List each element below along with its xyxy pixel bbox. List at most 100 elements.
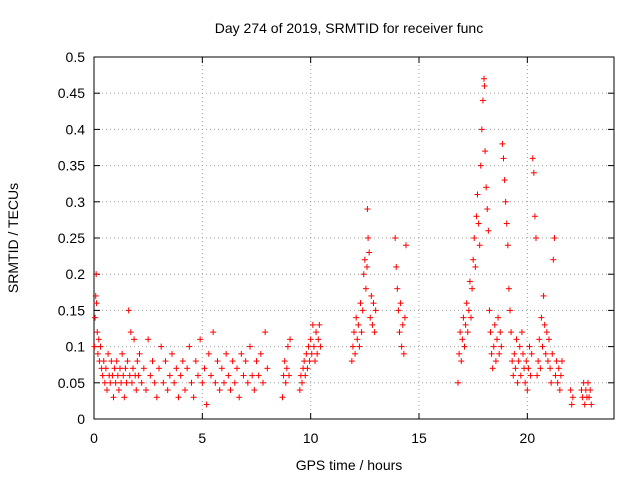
data-point: [238, 350, 245, 357]
data-point: [303, 350, 310, 357]
data-point: [544, 358, 551, 365]
data-point: [394, 285, 401, 292]
data-point: [461, 343, 468, 350]
y-tick-label: 0.1: [66, 339, 86, 355]
data-point: [352, 350, 359, 357]
data-point: [283, 365, 290, 372]
data-point: [586, 394, 593, 401]
data-point: [223, 350, 230, 357]
data-point: [528, 350, 535, 357]
data-point: [221, 379, 227, 386]
data-point: [212, 379, 219, 386]
data-point: [369, 321, 376, 328]
data-point: [162, 358, 169, 365]
data-point: [229, 358, 236, 365]
data-point: [356, 343, 363, 350]
data-point: [548, 379, 555, 386]
data-point: [131, 336, 138, 343]
data-point: [287, 336, 294, 343]
data-point: [529, 155, 536, 162]
data-point: [455, 379, 461, 386]
y-tick-label: 0.3: [66, 194, 86, 210]
data-point: [99, 372, 106, 379]
y-tick-label: 0.2: [66, 266, 86, 282]
data-point: [507, 307, 513, 314]
data-point: [559, 358, 565, 365]
data-point: [314, 350, 321, 357]
data-point: [93, 271, 100, 278]
data-point: [524, 387, 531, 394]
data-point: [156, 365, 162, 372]
data-point: [101, 379, 108, 386]
data-point: [316, 321, 323, 328]
data-point: [249, 372, 256, 379]
data-point: [260, 379, 266, 386]
data-point: [251, 387, 258, 394]
data-point: [367, 314, 374, 321]
data-point: [568, 401, 575, 408]
data-point: [458, 358, 465, 365]
data-point: [490, 343, 497, 350]
x-tick-label: 15: [411, 430, 427, 446]
data-point: [112, 379, 119, 386]
data-point: [501, 177, 508, 184]
data-point: [491, 321, 498, 328]
data-point: [495, 314, 502, 321]
data-point: [306, 358, 313, 365]
data-point: [531, 213, 538, 220]
data-point: [542, 350, 549, 357]
data-point: [100, 358, 107, 365]
data-point: [526, 343, 533, 350]
data-point: [299, 379, 305, 386]
data-point: [550, 256, 557, 263]
data-point: [113, 358, 120, 365]
data-point: [392, 235, 399, 241]
data-point: [527, 372, 534, 379]
data-point: [509, 358, 516, 365]
data-point: [201, 365, 208, 372]
data-point: [94, 329, 101, 336]
data-point: [149, 358, 156, 365]
data-point: [522, 379, 529, 386]
data-point: [130, 365, 136, 372]
data-point: [505, 285, 512, 292]
data-point: [515, 358, 522, 365]
data-point: [282, 379, 289, 386]
data-point: [234, 365, 240, 372]
data-point: [127, 329, 134, 336]
data-point: [397, 300, 404, 307]
data-point: [104, 387, 110, 394]
y-tick-label: 0.35: [58, 158, 85, 174]
data-point: [585, 379, 591, 386]
data-point: [95, 336, 102, 343]
data-point: [553, 358, 560, 365]
data-point: [368, 292, 375, 299]
data-point: [552, 372, 559, 379]
y-tick-label: 0.25: [58, 230, 85, 246]
data-point: [398, 343, 405, 350]
data-point: [281, 358, 288, 365]
data-point: [371, 329, 378, 336]
data-point: [518, 329, 525, 336]
data-point: [523, 358, 530, 365]
data-point: [186, 343, 193, 350]
data-point: [543, 329, 550, 336]
data-point: [508, 329, 515, 336]
axis-ticks: 0 0.05 0.1 0.15 0.2 0.25 0.3 0.35 0.4 0.45 0.5 0 5 10…: [58, 49, 614, 446]
data-point: [110, 394, 117, 401]
data-point: [466, 278, 473, 285]
data-point: [310, 343, 317, 350]
data-point: [476, 242, 483, 249]
data-point: [482, 148, 489, 155]
data-point: [400, 350, 407, 357]
data-point: [97, 343, 104, 350]
data-point: [216, 387, 223, 394]
data-point: [484, 206, 491, 213]
data-point: [151, 379, 158, 386]
data-point: [554, 379, 561, 386]
data-point: [145, 336, 152, 343]
data-point: [135, 372, 142, 379]
data-point: [511, 350, 518, 357]
data-point: [280, 372, 287, 379]
